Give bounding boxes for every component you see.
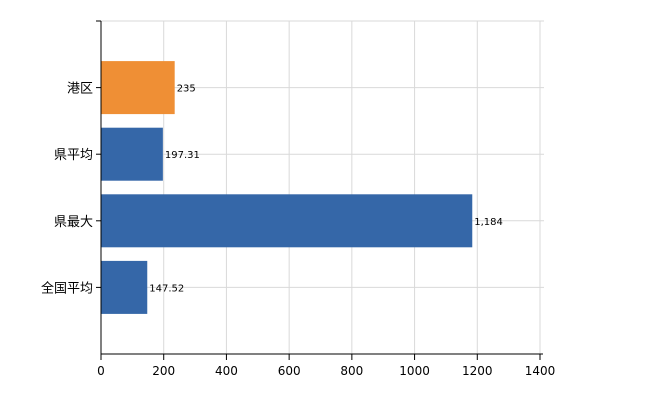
x-tick-label: 0 [97,364,105,378]
x-tick-label: 800 [340,364,363,378]
data-label-2: 197.31 [165,150,200,161]
category-label-4: 全国平均 [41,280,93,296]
data-label-4: 147.52 [149,283,184,294]
x-tick-label: 200 [152,364,175,378]
category-label-1: 港区 [67,82,93,97]
x-tick-label: 1000 [399,364,430,378]
bar-1 [101,61,175,115]
bar-4 [101,260,148,314]
bar-3 [101,194,473,248]
data-label-1: 235 [177,84,196,95]
x-tick-label: 400 [215,364,238,378]
x-tick-label: 1200 [462,364,493,378]
x-tick-label: 1400 [525,364,556,378]
x-tick-label: 600 [278,364,301,378]
category-label-2: 県平均 [54,148,93,163]
bar-2 [101,127,163,181]
data-label-3: 1,184 [474,217,503,228]
category-label-3: 県最大 [54,215,93,230]
